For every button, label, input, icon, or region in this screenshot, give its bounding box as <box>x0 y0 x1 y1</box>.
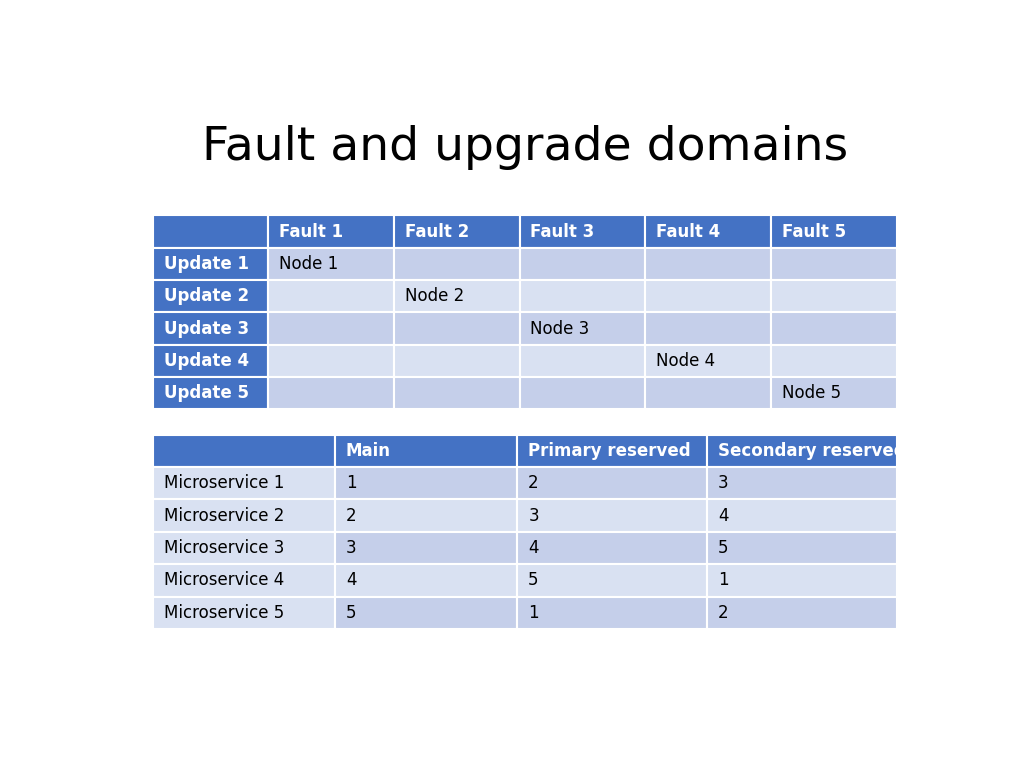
Bar <box>645 377 771 409</box>
Text: Node 4: Node 4 <box>656 352 716 370</box>
Text: 4: 4 <box>718 507 728 525</box>
Text: 3: 3 <box>718 475 728 492</box>
Bar <box>708 499 897 531</box>
Text: 5: 5 <box>718 539 728 557</box>
Text: Fault 2: Fault 2 <box>404 223 469 240</box>
Text: Fault 4: Fault 4 <box>656 223 721 240</box>
Bar <box>153 248 268 280</box>
Text: Update 4: Update 4 <box>164 352 249 370</box>
Text: 5: 5 <box>346 604 356 621</box>
Text: Update 2: Update 2 <box>164 287 249 305</box>
Bar <box>268 345 394 377</box>
Text: Microservice 4: Microservice 4 <box>164 571 284 589</box>
Bar <box>153 499 335 531</box>
Bar <box>708 564 897 597</box>
Text: 5: 5 <box>528 571 539 589</box>
Text: Update 5: Update 5 <box>164 384 249 402</box>
Bar <box>519 280 645 313</box>
Bar <box>268 280 394 313</box>
Text: Main: Main <box>346 442 391 460</box>
Bar <box>394 215 519 248</box>
Text: 1: 1 <box>528 604 539 621</box>
Bar <box>153 215 268 248</box>
Bar <box>708 531 897 564</box>
Bar <box>517 467 708 499</box>
Text: Update 1: Update 1 <box>164 255 249 273</box>
Bar <box>335 531 517 564</box>
Bar <box>771 313 897 345</box>
Bar <box>771 248 897 280</box>
Bar <box>335 499 517 531</box>
Bar <box>645 280 771 313</box>
Bar <box>153 597 335 629</box>
Text: Secondary reserved: Secondary reserved <box>718 442 905 460</box>
Text: Microservice 5: Microservice 5 <box>164 604 284 621</box>
Bar <box>519 345 645 377</box>
Bar <box>708 435 897 467</box>
Bar <box>153 467 335 499</box>
Bar <box>335 597 517 629</box>
Text: 4: 4 <box>346 571 356 589</box>
Text: Microservice 1: Microservice 1 <box>164 475 284 492</box>
Bar <box>153 345 268 377</box>
Text: 2: 2 <box>718 604 728 621</box>
Bar <box>519 313 645 345</box>
Text: Primary reserved: Primary reserved <box>528 442 691 460</box>
Bar <box>517 597 708 629</box>
Text: Node 5: Node 5 <box>782 384 841 402</box>
Bar <box>517 499 708 531</box>
Bar <box>645 248 771 280</box>
Bar <box>519 377 645 409</box>
Text: Fault 3: Fault 3 <box>530 223 595 240</box>
Bar <box>517 564 708 597</box>
Bar <box>394 313 519 345</box>
Bar <box>153 531 335 564</box>
Bar <box>335 435 517 467</box>
Bar <box>394 377 519 409</box>
Bar <box>268 377 394 409</box>
Bar <box>335 467 517 499</box>
Bar <box>771 377 897 409</box>
Text: 1: 1 <box>346 475 356 492</box>
Bar <box>268 248 394 280</box>
Text: Node 1: Node 1 <box>279 255 338 273</box>
Text: Node 3: Node 3 <box>530 319 590 338</box>
Bar <box>708 467 897 499</box>
Bar <box>394 280 519 313</box>
Text: Fault 1: Fault 1 <box>279 223 343 240</box>
Text: Fault 5: Fault 5 <box>782 223 846 240</box>
Bar <box>645 215 771 248</box>
Text: 2: 2 <box>346 507 356 525</box>
Text: 3: 3 <box>528 507 539 525</box>
Text: 1: 1 <box>718 571 728 589</box>
Bar <box>153 280 268 313</box>
Bar <box>771 345 897 377</box>
Bar <box>519 215 645 248</box>
Bar <box>153 313 268 345</box>
Text: 3: 3 <box>346 539 356 557</box>
Bar <box>394 345 519 377</box>
Bar <box>268 313 394 345</box>
Text: 4: 4 <box>528 539 539 557</box>
Bar <box>708 597 897 629</box>
Bar <box>268 215 394 248</box>
Bar <box>771 215 897 248</box>
Bar <box>335 564 517 597</box>
Text: Microservice 3: Microservice 3 <box>164 539 284 557</box>
Bar <box>771 280 897 313</box>
Bar <box>517 531 708 564</box>
Bar <box>394 248 519 280</box>
Text: Fault and upgrade domains: Fault and upgrade domains <box>202 125 848 170</box>
Text: Update 3: Update 3 <box>164 319 249 338</box>
Bar <box>645 345 771 377</box>
Text: Node 2: Node 2 <box>404 287 464 305</box>
Bar <box>645 313 771 345</box>
Bar <box>519 248 645 280</box>
Text: Microservice 2: Microservice 2 <box>164 507 284 525</box>
Bar <box>517 435 708 467</box>
Text: 2: 2 <box>528 475 539 492</box>
Bar <box>153 435 335 467</box>
Bar <box>153 564 335 597</box>
Bar <box>153 377 268 409</box>
